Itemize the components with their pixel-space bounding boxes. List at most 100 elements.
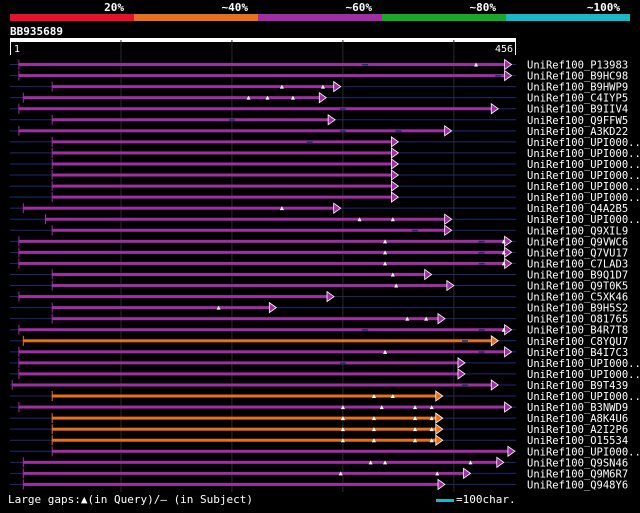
- hit-label: UniRef100_UPI000..: [527, 358, 640, 370]
- hit-bar: [23, 206, 335, 210]
- hit-arrowhead: [444, 213, 453, 226]
- scale-legend-text: =100char.: [456, 493, 516, 506]
- hit-label: UniRef100_B9T439: [527, 380, 628, 392]
- hit-bar: [52, 394, 437, 398]
- hit-arrowhead: [457, 368, 466, 380]
- query-gap-marker: [413, 427, 418, 432]
- query-gap-marker: [279, 206, 284, 211]
- query-gap-marker: [357, 217, 362, 222]
- hit-label: UniRef100_B4I7C3: [527, 347, 628, 359]
- hit-arrowhead: [435, 434, 444, 447]
- hit-arrowhead: [463, 467, 472, 480]
- hit-label: UniRef100_O15534: [527, 435, 628, 447]
- hit-label: UniRef100_UPI000..: [527, 214, 640, 226]
- query-gap-marker: [320, 84, 325, 89]
- hit-arrowhead: [318, 91, 327, 104]
- hit-label: UniRef100_Q9SN46: [527, 457, 628, 469]
- hit-bar: [23, 96, 321, 100]
- query-gap-marker: [340, 405, 345, 410]
- hit-label: UniRef100_P13983: [527, 60, 628, 72]
- subject-gap-marker: [362, 329, 369, 331]
- hit-label: UniRef100_B9HWP9: [527, 82, 628, 94]
- hit-label: UniRef100_Q9T0K5: [527, 281, 628, 293]
- query-gap-marker: [340, 438, 345, 443]
- hit-bar: [52, 438, 437, 442]
- query-gap-marker: [424, 316, 429, 321]
- hit-bar: [18, 361, 459, 365]
- hit-label: UniRef100_O81765: [527, 314, 628, 326]
- query-gap-marker: [371, 427, 376, 432]
- query-gap-marker: [501, 327, 506, 332]
- hit-arrowhead: [326, 290, 335, 303]
- hit-arrowhead: [333, 202, 342, 214]
- hit-label: UniRef100_UPI000..: [527, 148, 640, 160]
- hit-bar: [23, 460, 498, 464]
- query-gap-marker: [501, 261, 506, 266]
- scale-bar-swatch: [436, 498, 454, 502]
- hit-arrowhead: [446, 279, 455, 292]
- hit-label: UniRef100_Q9VWC6: [527, 236, 628, 248]
- subject-gap-marker: [461, 340, 468, 342]
- hit-label: UniRef100_C5XK46: [527, 292, 628, 304]
- identity-scale-label: ~80%: [470, 1, 497, 14]
- hit-arrowhead: [457, 357, 466, 369]
- hit-bar: [18, 129, 446, 133]
- identity-scale-label: ~60%: [346, 1, 373, 14]
- hit-label: UniRef100_B9HC98: [527, 71, 628, 83]
- hit-label: UniRef100_Q7VU17: [527, 247, 628, 259]
- scale-legend: =100char.: [436, 493, 516, 506]
- query-gap-marker: [413, 416, 418, 421]
- hit-label: UniRef100_UPI000..: [527, 159, 640, 171]
- hit-label: UniRef100_C4IYP5: [527, 93, 628, 105]
- hit-arrowhead: [504, 246, 513, 259]
- hit-bar: [12, 383, 493, 387]
- hit-arrowhead: [437, 478, 446, 491]
- hit-arrowhead: [435, 412, 444, 424]
- hit-bar: [52, 195, 393, 199]
- hit-arrowhead: [490, 379, 499, 391]
- hit-arrowhead: [333, 80, 342, 93]
- hit-bar: [52, 427, 437, 431]
- query-gap-marker: [371, 438, 376, 443]
- hit-arrowhead: [507, 445, 516, 458]
- identity-scale-segment: [10, 14, 134, 21]
- subject-gap-marker: [339, 108, 346, 110]
- hit-bar: [52, 449, 509, 453]
- query-gap-marker: [265, 95, 270, 100]
- hit-bar: [18, 63, 506, 67]
- identity-scale-label: ~40%: [222, 1, 249, 14]
- query-gap-marker: [279, 84, 284, 89]
- hit-arrowhead: [327, 113, 336, 126]
- query-gap-marker: [429, 405, 434, 410]
- query-gap-marker: [379, 405, 384, 410]
- hit-arrowhead: [496, 456, 505, 469]
- identity-scale-label: ~100%: [587, 1, 620, 14]
- hit-label: UniRef100_UPI000..: [527, 181, 640, 193]
- subject-gap-marker: [395, 130, 402, 132]
- hit-arrowhead: [504, 235, 513, 248]
- query-name: BB935689: [10, 25, 63, 38]
- hit-label: UniRef100_Q948Y6: [527, 479, 628, 491]
- hit-label: UniRef100_A2I2P6: [527, 424, 628, 436]
- hit-label: UniRef100_UPI000..: [527, 170, 640, 182]
- hit-label: UniRef100_UPI000..: [527, 446, 640, 458]
- hit-bar: [18, 372, 459, 376]
- hit-bar: [18, 261, 506, 265]
- query-gap-marker: [216, 305, 221, 310]
- query-gap-marker: [338, 471, 343, 476]
- hit-arrowhead: [504, 69, 513, 82]
- hit-label: UniRef100_B9H5S2: [527, 303, 628, 315]
- hit-arrowhead: [390, 169, 400, 181]
- query-gap-marker: [413, 405, 418, 410]
- subject-gap-marker: [478, 351, 485, 353]
- query-gap-marker: [429, 427, 434, 432]
- query-gap-marker: [394, 283, 399, 288]
- hit-label: UniRef100_UPI000..: [527, 137, 640, 149]
- hit-bar: [45, 217, 446, 221]
- hit-bar: [23, 482, 439, 486]
- query-end-label: 456: [495, 44, 513, 55]
- hit-label: UniRef100_Q9XIL9: [527, 225, 628, 237]
- hit-arrowhead: [444, 125, 453, 137]
- hit-bar: [52, 184, 393, 188]
